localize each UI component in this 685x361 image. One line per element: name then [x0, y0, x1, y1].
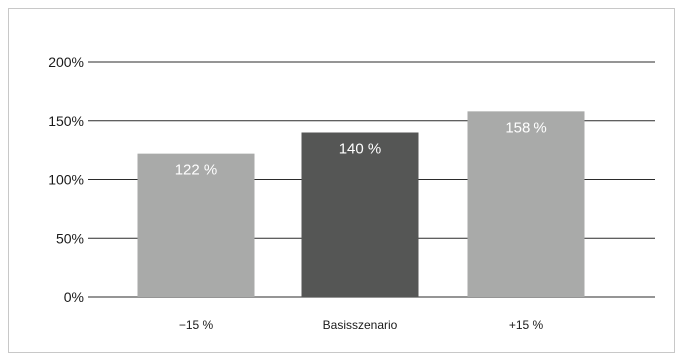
- data-label: 122 %: [175, 162, 218, 179]
- x-category-label: +15 %: [509, 318, 544, 332]
- bar: [137, 153, 255, 297]
- x-category-label: Basisszenario: [323, 318, 398, 332]
- x-category-label: −15 %: [179, 318, 214, 332]
- y-tick-label: 50%: [56, 230, 84, 246]
- bar: [467, 111, 585, 297]
- y-tick-label: 150%: [48, 113, 84, 129]
- bar: [301, 132, 419, 297]
- data-label: 158 %: [505, 119, 546, 136]
- chart-frame: 0% 50% 100% 150% 200% 122 % −15 % 140 % Basissze…: [8, 8, 675, 353]
- y-tick-label: 0%: [64, 289, 84, 305]
- data-label: 140 %: [339, 141, 382, 158]
- bar-chart: 0% 50% 100% 150% 200% 122 % −15 % 140 % Basissze…: [48, 54, 655, 332]
- y-tick-label: 100%: [48, 172, 84, 188]
- y-tick-label: 200%: [48, 54, 84, 70]
